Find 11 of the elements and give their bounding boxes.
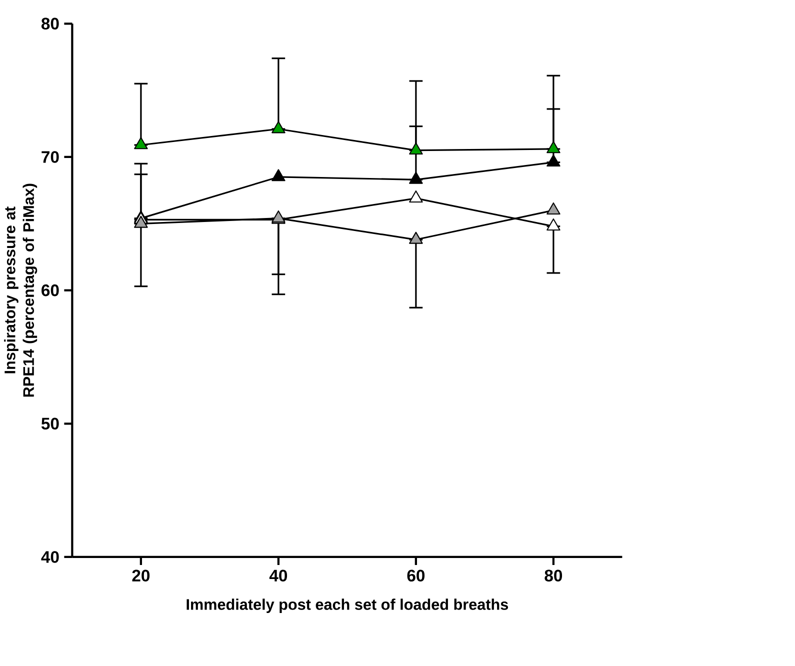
y-axis-title: Inspiratory pressure at RPE14 (percentage of PiMax) [4,184,38,397]
x-tick-label: 60 [407,570,425,582]
x-tick-label: 40 [269,570,288,582]
y-tick-label: 60 [42,284,59,296]
x-tick-label: 20 [132,570,150,582]
y-tick-label: 70 [42,151,59,163]
x-axis-title: Immediately post each set of loaded breaths [186,598,508,613]
y-tick-label: 80 [41,18,59,30]
y-tick-label: 40 [41,551,59,563]
x-tick-label: 80 [544,570,562,582]
y-tick-label: 50 [41,418,59,430]
